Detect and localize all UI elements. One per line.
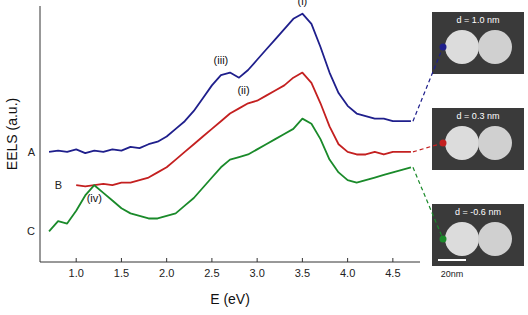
x-tick (347, 258, 348, 262)
stem-image: d = -0.6 nm (432, 204, 524, 266)
scale-bar (438, 259, 466, 261)
connector (413, 167, 443, 239)
x-tick-label: 4.5 (385, 267, 400, 279)
image-background (432, 108, 524, 170)
particle (445, 222, 479, 256)
y-axis-label: EELS (a.u.) (4, 98, 20, 170)
spectrum-line (49, 14, 411, 154)
x-tick (302, 258, 303, 262)
x-tick (121, 258, 122, 262)
scale-bar-label: 20nm (441, 269, 464, 279)
particle (478, 30, 512, 64)
particle (478, 222, 512, 256)
x-axis-label: E (eV) (210, 291, 250, 307)
annotation: (iii) (214, 54, 229, 66)
inset-label: d = 0.3 nm (457, 111, 500, 121)
spectrum-line (76, 73, 411, 187)
connector (413, 143, 443, 152)
spectrum-line (49, 119, 411, 232)
y-axis (40, 6, 41, 262)
x-tick-label: 3.5 (295, 267, 310, 279)
x-axis (40, 262, 420, 263)
annotation: (ii) (237, 84, 249, 96)
probe-position (440, 236, 447, 243)
x-tick-label: 1.0 (69, 267, 84, 279)
x-tick (257, 258, 258, 262)
x-tick-label: 4.0 (340, 267, 355, 279)
x-tick-label: 2.5 (204, 267, 219, 279)
x-tick (76, 258, 77, 262)
particle (445, 126, 479, 160)
image-background (432, 12, 524, 74)
series-name: B (55, 179, 62, 191)
x-tick-label: 2.0 (159, 267, 174, 279)
particle (478, 126, 512, 160)
image-background (432, 204, 524, 266)
probe-position (440, 44, 447, 51)
stem-image: d = 1.0 nm (432, 12, 524, 74)
plot-area (49, 14, 411, 232)
inset-label: d = -0.6 nm (455, 207, 501, 217)
figure: 1.0 1.5 2.0 2.5 3.0 3.5 4.0 4.5 E (eV) EELS (a.u.… (0, 0, 528, 315)
inset-label: d = 1.0 nm (457, 15, 500, 25)
series-name: C (27, 225, 35, 237)
x-tick-label: 3.0 (249, 267, 264, 279)
particle (445, 30, 479, 64)
annotation: (iv) (87, 192, 102, 204)
x-tick-label: 1.5 (114, 267, 129, 279)
probe-position (440, 140, 447, 147)
x-tick (166, 258, 167, 262)
x-tick (392, 258, 393, 262)
x-tick (211, 258, 212, 262)
annotation: (i) (297, 0, 307, 7)
stem-image: d = 0.3 nm (432, 108, 524, 170)
series-name: A (28, 146, 36, 158)
